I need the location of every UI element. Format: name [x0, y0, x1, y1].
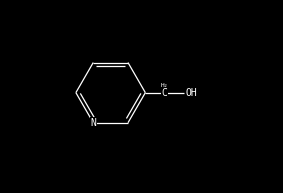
- Text: N: N: [90, 118, 96, 128]
- Text: H₂: H₂: [161, 83, 168, 88]
- Text: C: C: [162, 88, 168, 98]
- Text: OH: OH: [186, 88, 198, 98]
